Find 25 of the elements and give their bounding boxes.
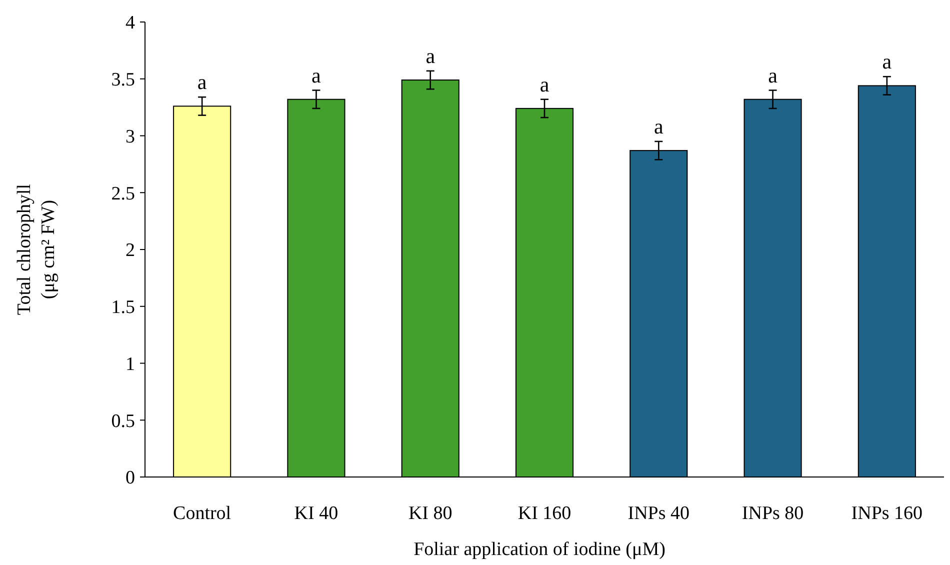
y-tick-label: 0.5 bbox=[111, 410, 135, 432]
y-axis-title: Total chlorophyll (μg cm² FW) bbox=[14, 184, 59, 316]
y-tick-label: 3.5 bbox=[111, 70, 135, 91]
x-axis-title: Foliar application of iodine (μM) bbox=[414, 539, 666, 560]
annotation: a bbox=[426, 44, 436, 68]
annotation: a bbox=[540, 72, 550, 96]
annotation: a bbox=[197, 70, 208, 94]
annotation: a bbox=[312, 63, 322, 88]
x-tick-label: KI 40 bbox=[294, 503, 338, 524]
x-tick-label: Control bbox=[173, 503, 232, 524]
x-tick-label: INPs 80 bbox=[742, 503, 804, 524]
annotation: a bbox=[654, 114, 664, 138]
annotation: a bbox=[882, 50, 892, 74]
y-tick-label: 4 bbox=[126, 12, 136, 34]
y-tick-label: 2.5 bbox=[111, 183, 135, 204]
y-tick-label: 1.5 bbox=[111, 297, 135, 318]
x-tick-label: KI 160 bbox=[518, 503, 572, 524]
y-tick-label: 1 bbox=[126, 354, 135, 375]
annotation: a bbox=[768, 63, 778, 88]
x-tick-label: KI 80 bbox=[408, 503, 452, 524]
y-tick-label: 2 bbox=[126, 240, 135, 262]
x-tick-label: INPs 160 bbox=[851, 503, 923, 524]
y-tick-label: 0 bbox=[126, 468, 135, 489]
x-tick-label: INPs 40 bbox=[628, 503, 690, 524]
y-tick-label: 3 bbox=[126, 126, 135, 148]
